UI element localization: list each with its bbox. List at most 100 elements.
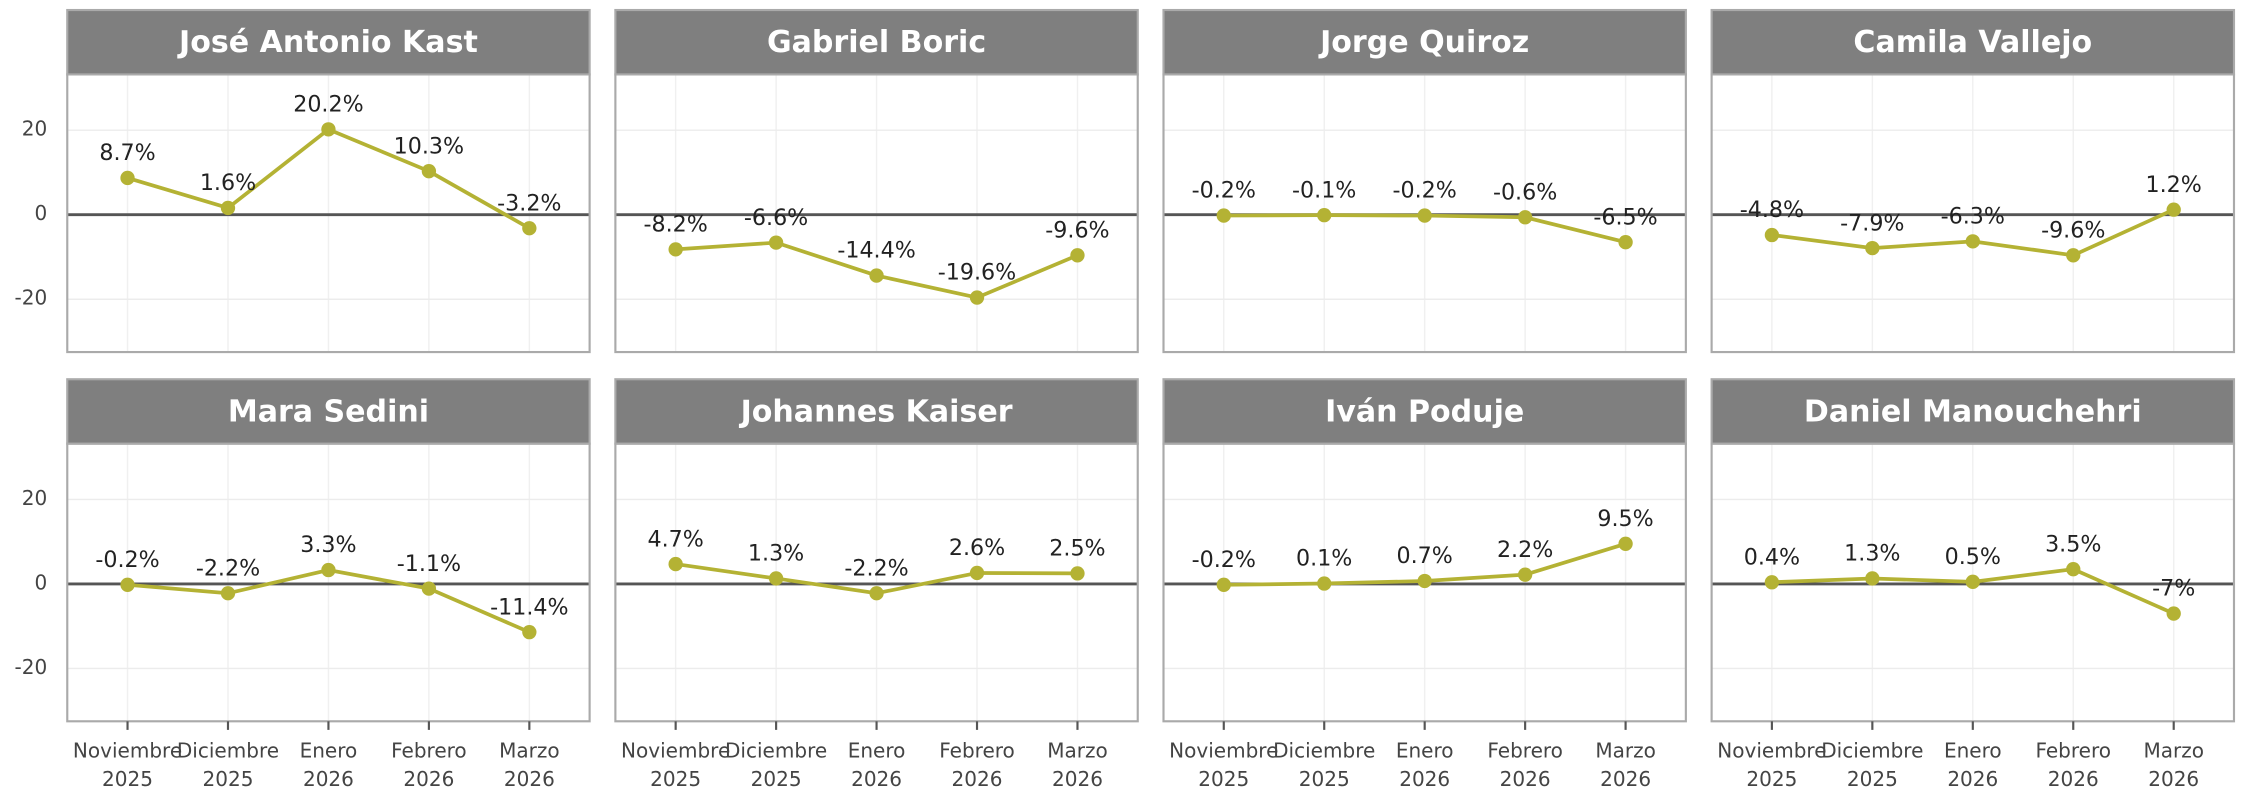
value-label: -2.2% [196,555,260,581]
point [969,565,985,581]
point [1317,576,1332,591]
point [1618,536,1633,551]
strip [1710,8,2236,76]
value-label: 0.4% [1744,544,1800,570]
value-label: 10.3% [394,133,464,159]
value-label: 2.5% [1049,536,1105,562]
value-label: 8.7% [99,140,155,166]
x-tick-label: Marzo 2026 [1047,738,1108,791]
x-tick-label: Febrero 2026 [939,738,1015,791]
x-tick-label: Enero 2026 [848,738,906,791]
value-label: 3.3% [300,532,356,558]
value-label: -11.4% [490,594,568,620]
value-label: -14.4% [837,238,915,264]
panel-title: José Antonio Kast [177,25,478,60]
point [1216,577,1231,592]
value-label: -3.2% [497,190,561,216]
x-tick-label: Enero 2026 [1396,738,1454,791]
x-tick-label: Diciembre 2025 [1273,738,1375,791]
point [120,577,135,592]
value-label: -0.2% [1192,547,1256,573]
point [1618,235,1633,250]
point [1965,234,1980,249]
strip [1162,378,1687,445]
point [768,235,784,250]
panel-title: Daniel Manouchehri [1804,394,2142,429]
value-label: 3.5% [2045,531,2101,557]
value-label: 1.2% [2146,172,2202,198]
value-label: 1.6% [200,170,256,196]
x-tick-label: Noviembre 2025 [73,738,182,791]
x-tick-label: Febrero 2026 [1487,738,1563,791]
strip [66,378,591,445]
point [522,221,537,236]
point [2066,248,2081,263]
x-tick-label: Diciembre 2025 [725,738,827,791]
point [120,170,135,186]
value-label: 9.5% [1597,506,1653,532]
strip [614,378,1139,445]
value-label: -9.6% [2041,217,2105,243]
point [1216,208,1231,223]
value-label: -2.2% [844,555,908,581]
panel-title: Iván Poduje [1325,394,1524,429]
panel-title: Gabriel Boric [767,25,986,60]
value-label: -0.2% [95,547,159,573]
point [869,586,884,601]
y-tick-label: 0 [34,570,47,594]
value-label: -6.3% [1941,204,2005,230]
point [1070,566,1085,581]
point [1517,567,1533,582]
point [768,571,784,586]
strip [66,8,591,76]
value-label: 1.3% [748,541,804,567]
value-label: -0.1% [1292,177,1356,203]
point [1070,248,1085,263]
point [421,164,437,179]
point [321,122,336,137]
panel-title: Jorge Quiroz [1318,25,1529,60]
x-tick-label: Enero 2026 [300,738,358,791]
x-tick-label: Noviembre 2025 [621,738,730,791]
value-label: 20.2% [293,92,363,118]
x-tick-label: Febrero 2026 [2035,738,2111,791]
value-label: 1.3% [1844,541,1900,567]
value-label: -6.6% [744,205,808,231]
point [668,556,683,572]
point [2166,202,2181,217]
x-tick-label: Enero 2026 [1944,738,2002,791]
point [2166,606,2181,621]
value-label: 0.5% [1945,544,2001,570]
point [1865,571,1880,586]
value-label: 4.7% [647,526,703,552]
point [668,242,683,257]
point [1317,207,1332,223]
x-tick-label: Marzo 2026 [1595,738,1656,791]
panel-title: Camila Vallejo [1853,25,2092,60]
strip [614,8,1139,76]
value-label: 0.1% [1296,546,1352,572]
strip [1162,8,1687,76]
point [1865,240,1880,256]
value-label: -1.1% [397,551,461,577]
value-label: -8.2% [643,212,707,238]
point [969,290,985,305]
point [1965,574,1980,589]
value-label: 2.6% [949,535,1005,561]
x-tick-label: Diciembre 2025 [1821,738,1923,791]
point [220,200,236,216]
point [2066,562,2081,577]
panel-title: Johannes Kaiser [739,394,1013,429]
strip [1710,378,2236,445]
point [1764,575,1780,590]
value-label: 0.7% [1397,543,1453,569]
panel-title: Mara Sedini [228,394,429,429]
y-tick-label: -20 [15,286,48,310]
y-tick-label: 20 [22,486,47,510]
point [1417,573,1432,589]
x-tick-label: Marzo 2026 [499,738,560,791]
value-label: -6.5% [1593,204,1657,230]
point [522,624,537,640]
point [220,586,236,601]
